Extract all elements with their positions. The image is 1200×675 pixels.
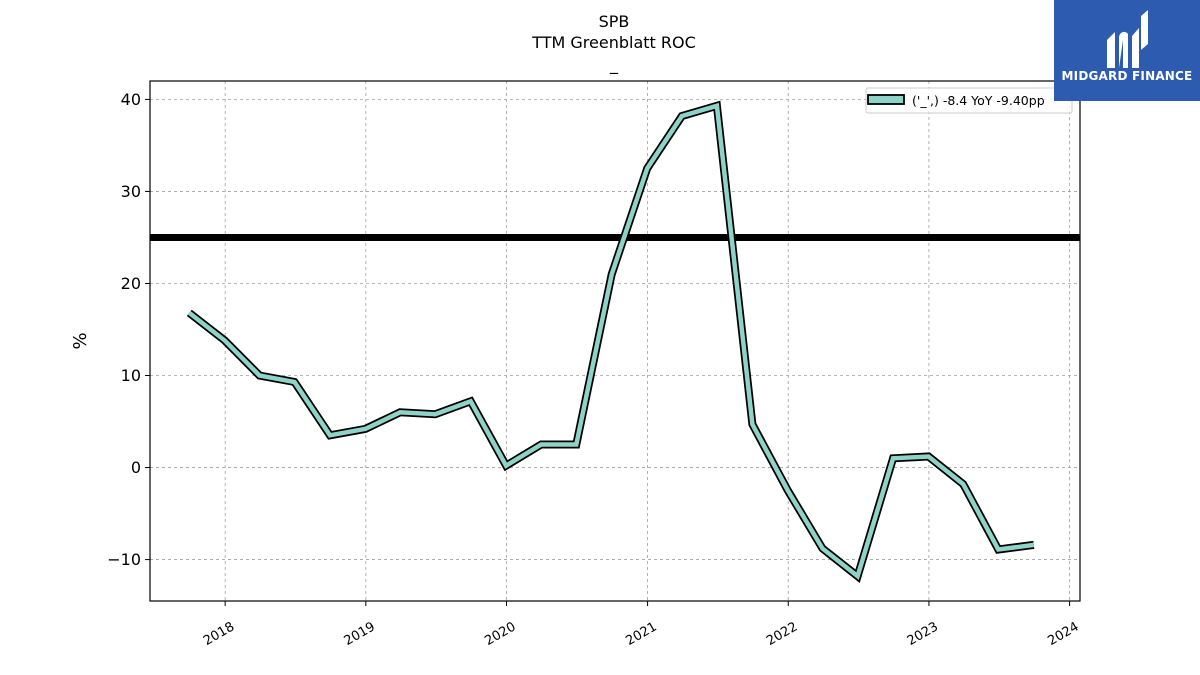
y-tick-label: −10 xyxy=(107,550,141,569)
midgard-logo-icon xyxy=(1107,10,1148,68)
chart-subtitle: TTM Greenblatt ROC xyxy=(531,33,696,52)
y-axis-label: % xyxy=(70,332,91,349)
plot-area-frame xyxy=(149,80,1081,602)
x-tick-label: 2019 xyxy=(342,619,378,649)
brand-logo: MIDGARD FINANCE xyxy=(1054,0,1200,101)
x-tick-label: 2023 xyxy=(905,619,941,649)
y-tick-label: 0 xyxy=(131,458,141,477)
series-line xyxy=(187,102,1035,581)
x-tick-label: 2021 xyxy=(623,619,659,649)
x-axis: 2018 2019 2020 2021 2022 2023 2024 xyxy=(201,601,1082,649)
y-tick-label: 40 xyxy=(121,90,141,109)
series-line-outline xyxy=(186,100,1035,583)
series-layer xyxy=(186,100,1035,583)
logo-text: MIDGARD FINANCE xyxy=(1061,69,1193,83)
x-tick-label: 2022 xyxy=(764,619,800,649)
chart-subtitle-2: _ xyxy=(609,55,619,75)
y-tick-label: 20 xyxy=(121,274,141,293)
x-tick-label: 2020 xyxy=(482,619,518,649)
legend-label: ('_',) -8.4 YoY -9.40pp xyxy=(912,93,1045,108)
legend-swatch xyxy=(867,94,905,105)
y-tick-label: 30 xyxy=(121,182,141,201)
grid xyxy=(150,81,1080,601)
x-tick-label: 2024 xyxy=(1045,619,1081,649)
y-tick-label: 10 xyxy=(121,366,141,385)
x-tick-label: 2018 xyxy=(201,619,237,649)
legend: ('_',) -8.4 YoY -9.40pp xyxy=(865,87,1073,114)
chart-title: SPB xyxy=(599,12,630,31)
y-axis: −10 0 10 20 30 40 xyxy=(107,90,150,569)
